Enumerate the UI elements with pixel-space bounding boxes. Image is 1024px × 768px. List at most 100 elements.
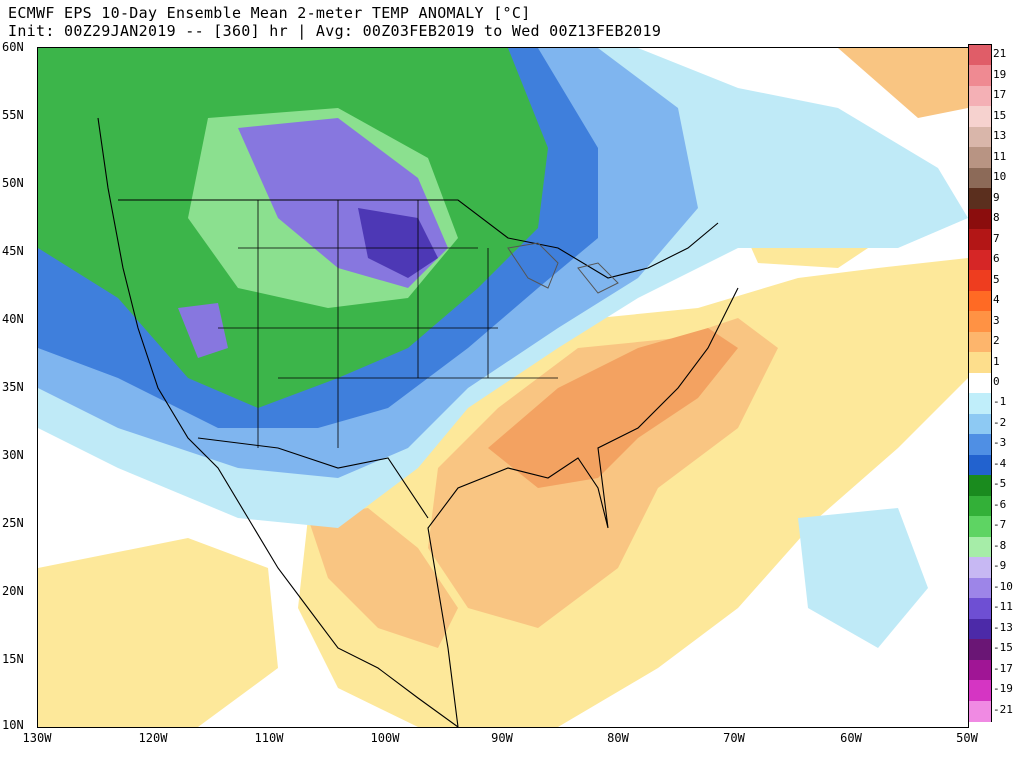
colorbar-label: 0 <box>993 375 1000 388</box>
warm-anomaly-greenland <box>838 48 968 118</box>
colorbar-label: -2 <box>993 415 1007 429</box>
colorbar-cell <box>969 290 991 312</box>
colorbar-cell <box>969 393 991 415</box>
cool-anomaly-greatbasin <box>178 303 228 358</box>
colorbar-label: 21 <box>993 47 1007 61</box>
colorbar-label: 7 <box>993 231 1000 245</box>
colorbar-cell <box>969 65 991 87</box>
colorbar-cell <box>969 700 991 722</box>
colorbar-label: -1 <box>993 395 1007 409</box>
colorbar-cell <box>969 311 991 333</box>
lon-label: 130W <box>22 731 52 745</box>
colorbar-cell <box>969 249 991 271</box>
colorbar-label: -5 <box>993 477 1007 491</box>
colorbar-label: -6 <box>993 497 1007 511</box>
colorbar-label: -10 <box>993 579 1013 593</box>
lon-label: 70W <box>723 731 745 745</box>
colorbar-cell <box>969 516 991 538</box>
colorbar-cell <box>969 167 991 189</box>
lat-label: 10N <box>2 718 24 732</box>
colorbar-cell <box>969 372 991 394</box>
colorbar-label: -9 <box>993 559 1007 573</box>
colorbar <box>968 44 992 722</box>
colorbar-label: 15 <box>993 108 1007 122</box>
colorbar-label: -8 <box>993 538 1007 552</box>
lat-label: 55N <box>2 108 24 122</box>
lat-label: 20N <box>2 584 24 598</box>
colorbar-cell <box>969 577 991 599</box>
colorbar-label: -7 <box>993 518 1007 532</box>
us-canada-border <box>118 199 719 279</box>
colorbar-cell <box>969 413 991 435</box>
colorbar-label: -17 <box>993 661 1013 675</box>
colorbar-cell <box>969 126 991 148</box>
lon-label: 50W <box>956 731 978 745</box>
lat-label: 35N <box>2 380 24 394</box>
colorbar-label: -13 <box>993 620 1013 634</box>
warm-anomaly-pacific <box>38 538 278 727</box>
us-mexico-border <box>197 437 429 519</box>
map-subtitle: Init: 00Z29JAN2019 -- [360] hr | Avg: 00… <box>8 22 662 40</box>
lat-label: 15N <box>2 652 24 666</box>
north-america-coastline <box>97 117 459 727</box>
colorbar-cell <box>969 557 991 579</box>
colorbar-cell <box>969 618 991 640</box>
colorbar-cell <box>969 147 991 169</box>
lon-label: 80W <box>607 731 629 745</box>
colorbar-cell <box>969 188 991 210</box>
lon-label: 120W <box>138 731 168 745</box>
lat-label: 50N <box>2 176 24 190</box>
great-lakes <box>507 242 619 294</box>
colorbar-cell <box>969 680 991 702</box>
warm-anomaly-mexico <box>308 508 458 648</box>
colorbar-cell <box>969 270 991 292</box>
temperature-anomaly-map <box>37 47 969 728</box>
lat-label: 45N <box>2 244 24 258</box>
lat-label: 25N <box>2 516 24 530</box>
lakes <box>507 242 619 294</box>
lat-label: 30N <box>2 448 24 462</box>
map-title: ECMWF EPS 10-Day Ensemble Mean 2-meter T… <box>8 4 531 22</box>
colorbar-cell <box>969 598 991 620</box>
colorbar-cell <box>969 208 991 230</box>
colorbar-label: 19 <box>993 67 1007 81</box>
colorbar-cell <box>969 352 991 374</box>
lat-label: 60N <box>2 40 24 54</box>
colorbar-cell <box>969 85 991 107</box>
colorbar-label: -4 <box>993 456 1007 470</box>
colorbar-cell <box>969 106 991 128</box>
anomaly-map-svg <box>38 48 968 727</box>
lat-label: 40N <box>2 312 24 326</box>
colorbar-label: 5 <box>993 272 1000 286</box>
colorbar-label: 17 <box>993 88 1007 102</box>
cool-anomaly-atlantic <box>798 508 928 648</box>
colorbar-label: 13 <box>993 129 1007 143</box>
lon-label: 90W <box>491 731 513 745</box>
colorbar-label: -15 <box>993 641 1013 655</box>
lon-label: 100W <box>370 731 400 745</box>
colorbar-cell <box>969 454 991 476</box>
colorbar-label: 10 <box>993 170 1007 184</box>
political-boundaries <box>97 117 739 727</box>
colorbar-label: 1 <box>993 354 1000 368</box>
colorbar-label: -3 <box>993 436 1007 450</box>
colorbar-label: -21 <box>993 702 1013 716</box>
colorbar-cell <box>969 45 991 66</box>
colorbar-cell <box>969 495 991 517</box>
colorbar-cell <box>969 331 991 353</box>
colorbar-cell <box>969 659 991 681</box>
colorbar-label: -19 <box>993 682 1013 696</box>
warm-anomaly-core <box>488 328 738 488</box>
gulf-coastline <box>427 287 739 727</box>
colorbar-label: 2 <box>993 334 1000 348</box>
lon-label: 60W <box>840 731 862 745</box>
colorbar-cell <box>969 434 991 456</box>
colorbar-cell <box>969 536 991 558</box>
colorbar-label: 11 <box>993 149 1007 163</box>
colorbar-label: 4 <box>993 293 1000 307</box>
colorbar-label: 3 <box>993 313 1000 327</box>
lon-label: 110W <box>254 731 284 745</box>
colorbar-cell <box>969 229 991 251</box>
colorbar-label: -11 <box>993 600 1013 614</box>
colorbar-label: 9 <box>993 190 1000 204</box>
